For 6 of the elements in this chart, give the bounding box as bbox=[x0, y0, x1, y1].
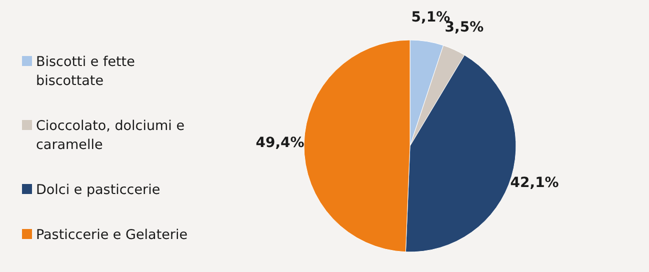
legend-label: Dolci e pasticcerie bbox=[36, 182, 160, 198]
data-label: 42,1% bbox=[510, 175, 559, 192]
legend-label: Pasticcerie e Gelaterie bbox=[36, 227, 188, 243]
data-label: 49,4% bbox=[256, 135, 304, 152]
legend-label: Cioccolato, dolciumi e caramelle bbox=[36, 118, 185, 153]
legend-label: Biscotti e fette biscottate bbox=[36, 54, 135, 89]
